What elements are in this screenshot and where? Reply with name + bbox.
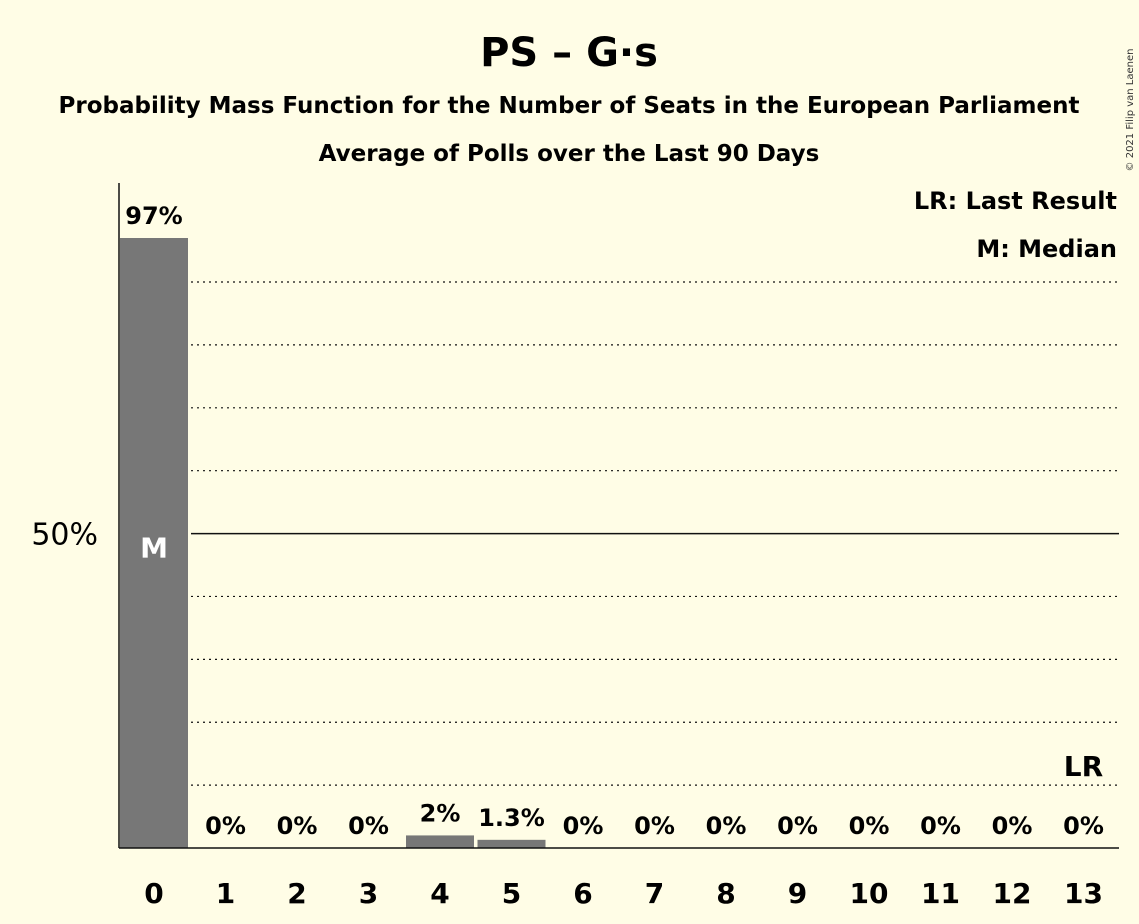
data-label: 0% bbox=[277, 812, 318, 840]
data-label: 0% bbox=[992, 812, 1033, 840]
chart-subtitle: Probability Mass Function for the Number… bbox=[59, 93, 1080, 119]
x-tick-label: 5 bbox=[502, 877, 521, 910]
bar bbox=[120, 238, 188, 848]
median-marker: M bbox=[140, 532, 168, 565]
x-tick-label: 4 bbox=[430, 877, 449, 910]
copyright: © 2021 Filip van Laenen bbox=[1125, 49, 1136, 172]
gridlines bbox=[191, 281, 1119, 786]
chart-title: PS – G·s bbox=[480, 30, 658, 76]
x-tick-label: 2 bbox=[287, 877, 306, 910]
bar bbox=[406, 835, 474, 848]
data-label: 0% bbox=[920, 812, 961, 840]
data-label: 2% bbox=[420, 799, 461, 827]
legend-last-result: LR: Last Result bbox=[914, 187, 1117, 215]
x-tick-label: 9 bbox=[788, 877, 807, 910]
data-label: 0% bbox=[563, 812, 604, 840]
x-tick-label: 12 bbox=[993, 877, 1032, 910]
bar bbox=[477, 839, 546, 848]
data-label: 0% bbox=[706, 812, 747, 840]
data-label: 0% bbox=[777, 812, 818, 840]
data-label: 0% bbox=[634, 812, 675, 840]
last-result-marker: LR bbox=[1064, 750, 1103, 783]
x-ticks: 0 1 2 3 4 5 6 7 8 9 10 11 12 13 bbox=[144, 877, 1103, 910]
y-tick-label: 50% bbox=[31, 518, 98, 553]
x-tick-label: 0 bbox=[144, 877, 163, 910]
x-tick-label: 10 bbox=[850, 877, 889, 910]
legend-median: M: Median bbox=[976, 235, 1117, 263]
data-label: 0% bbox=[1063, 812, 1104, 840]
x-tick-label: 7 bbox=[645, 877, 664, 910]
data-label: 0% bbox=[205, 812, 246, 840]
x-tick-label: 6 bbox=[573, 877, 592, 910]
data-labels: 97% 0% 0% 0% 2% 1.3% 0% 0% 0% 0% 0% 0% 0% 0% bbox=[125, 202, 1104, 840]
data-label: 0% bbox=[348, 812, 389, 840]
x-tick-label: 8 bbox=[716, 877, 735, 910]
x-tick-label: 13 bbox=[1064, 877, 1103, 910]
data-label: 1.3% bbox=[478, 804, 545, 832]
x-tick-label: 3 bbox=[359, 877, 378, 910]
data-label: 97% bbox=[125, 202, 182, 230]
data-label: 0% bbox=[849, 812, 890, 840]
x-tick-label: 1 bbox=[216, 877, 235, 910]
chart-subtitle-2: Average of Polls over the Last 90 Days bbox=[319, 141, 820, 167]
x-tick-label: 11 bbox=[921, 877, 960, 910]
bars bbox=[120, 238, 546, 848]
